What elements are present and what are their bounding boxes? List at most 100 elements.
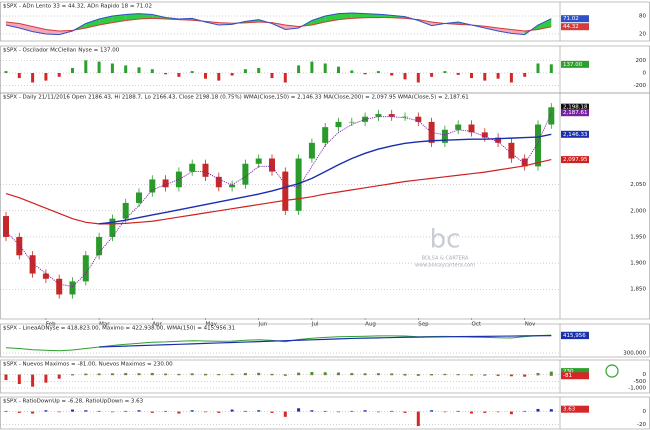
bar — [509, 73, 513, 83]
bar — [323, 372, 327, 375]
watermark-text: BOLSA & CARTERA — [422, 256, 469, 262]
bar — [403, 73, 407, 80]
bar — [97, 410, 101, 412]
bar — [257, 372, 261, 375]
value-tag — [561, 332, 589, 340]
candle-body — [402, 116, 408, 118]
bar — [483, 374, 487, 376]
y-tick-label: 0 — [643, 409, 647, 415]
x-tick-label: May — [206, 322, 218, 328]
candle-body — [521, 158, 528, 167]
bar — [363, 73, 367, 75]
x-tick-label: Jun — [258, 322, 268, 328]
candle-body — [348, 121, 355, 123]
oscillator-fill — [351, 13, 366, 19]
series-line — [5, 112, 552, 288]
bar — [57, 73, 61, 77]
bar — [190, 71, 194, 73]
bar — [536, 63, 540, 73]
x-tick-label: Feb — [46, 322, 56, 328]
y-tick-label: 2,050 — [630, 182, 646, 188]
y-tick-label: 80 — [639, 14, 646, 20]
candle-body — [202, 163, 209, 177]
y-tick-label: 1,950 — [630, 234, 646, 240]
bar — [257, 374, 261, 376]
bar — [337, 66, 340, 73]
bar — [110, 373, 114, 375]
bar — [456, 374, 460, 375]
bar — [297, 65, 301, 73]
panel-title: $SPX - RatioDownUp = -6.28, RatioUpDown … — [3, 399, 144, 405]
value-tag-label: 2,146.33 — [563, 132, 588, 138]
watermark-logo: bc — [430, 225, 461, 255]
bar — [230, 409, 234, 412]
oscillator-fill — [338, 13, 352, 20]
bar — [71, 409, 74, 412]
bar — [150, 69, 154, 73]
oscillator-fill — [125, 13, 139, 21]
bar — [177, 411, 181, 414]
bar — [430, 410, 434, 412]
bar — [323, 374, 327, 376]
candle-body — [189, 163, 196, 172]
bar — [363, 373, 367, 375]
bar — [483, 374, 487, 375]
bar — [217, 73, 221, 81]
bar — [337, 374, 340, 376]
value-tag-label: 230 — [563, 369, 574, 375]
candle-body — [282, 171, 289, 211]
bar — [283, 374, 287, 376]
series-line — [5, 159, 552, 225]
value-tag-label: 71.02 — [563, 16, 579, 22]
bar — [376, 411, 380, 413]
candle-body — [56, 278, 63, 295]
value-tag-label: 2,097.95 — [563, 157, 588, 163]
series-line — [5, 16, 552, 32]
value-tag-label: 2,187.61 — [563, 110, 588, 116]
y-tick-label: -500 — [634, 379, 647, 385]
bar — [243, 69, 247, 73]
series-line — [99, 335, 552, 348]
bar — [337, 372, 340, 375]
y-tick-label: -1,000 — [628, 386, 646, 392]
bar — [124, 410, 128, 412]
bar — [177, 73, 181, 77]
x-tick-label: Mar — [99, 322, 110, 328]
bar — [44, 374, 48, 383]
bar — [523, 374, 527, 377]
bar — [310, 410, 314, 412]
x-tick-label: Aug — [365, 322, 376, 328]
bar — [509, 374, 513, 377]
oscillator-fill — [365, 13, 379, 18]
bar — [283, 411, 287, 417]
bar — [57, 374, 61, 379]
bar — [310, 372, 314, 375]
bar — [270, 373, 274, 375]
bar — [164, 73, 168, 75]
candle-body — [122, 202, 129, 219]
bar — [270, 73, 274, 79]
bar — [416, 374, 420, 376]
bar — [297, 372, 301, 375]
bar — [4, 374, 8, 380]
bar — [97, 61, 101, 73]
bar — [217, 374, 221, 376]
bar — [257, 410, 261, 412]
candle-body — [149, 179, 156, 193]
candle-body — [82, 255, 89, 282]
bar — [283, 374, 287, 375]
value-tag — [561, 23, 589, 31]
bar — [230, 374, 234, 376]
bar — [297, 374, 301, 376]
bar — [84, 374, 88, 376]
bar — [177, 374, 181, 376]
value-tag — [561, 103, 589, 111]
bar — [84, 60, 88, 73]
bar — [523, 410, 527, 412]
panel-title: $SPX - Oscilador McClellan Nyse = 137.00 — [3, 48, 120, 54]
bar — [403, 411, 407, 413]
y-tick-label: -200 — [634, 83, 647, 89]
bar — [536, 373, 540, 375]
bar — [17, 73, 21, 79]
